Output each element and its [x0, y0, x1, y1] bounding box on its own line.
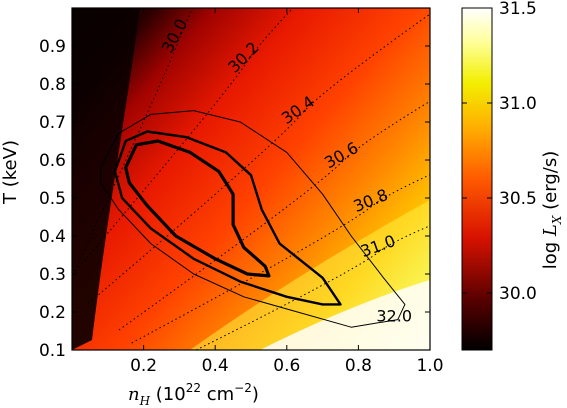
- confidence-contour: [113, 130, 342, 306]
- dotted-contour: [195, 225, 430, 350]
- y-tick-label: 0.5: [39, 189, 66, 209]
- y-axis-label: T (keV): [0, 140, 21, 205]
- colorbar-label: log LX (erg/s): [540, 151, 564, 269]
- contour-label: 32.0: [376, 307, 412, 326]
- confidence-contour: [124, 139, 271, 278]
- y-tick-label: 0.2: [39, 303, 66, 323]
- colorbar-ticks: 30.0 30.5 31.0 31.5: [462, 0, 537, 304]
- y-axis: 0.1 0.2 0.3 0.4 0.5 0.6 0.7 0.8 0.9: [39, 37, 430, 361]
- confidence-contours: [100, 110, 406, 328]
- colorbar-tick-label: 30.0: [499, 284, 537, 304]
- plot-frame: [71, 7, 431, 351]
- y-tick-label: 0.1: [39, 341, 66, 361]
- dotted-contour: [87, 13, 430, 304]
- colorbar: [461, 7, 493, 351]
- x-axis: 0.2 0.4 0.6 0.8 1.0: [130, 8, 444, 376]
- x-axis-label: nH (1022 cm−2): [128, 381, 259, 408]
- x-tick-label: 0.6: [273, 356, 300, 376]
- y-tick-label: 0.9: [39, 37, 66, 57]
- colorbar-tick-label: 31.5: [499, 0, 537, 19]
- dotted-contour: [131, 174, 430, 344]
- colorbar-tick-label: 30.5: [499, 189, 537, 209]
- confidence-contour: [100, 110, 406, 328]
- x-tick-label: 1.0: [416, 356, 443, 376]
- y-tick-label: 0.3: [39, 265, 66, 285]
- dotted-contour: [72, 8, 194, 278]
- y-tick-label: 0.7: [39, 113, 66, 133]
- x-tick-label: 0.8: [345, 356, 372, 376]
- y-tick-label: 0.4: [39, 227, 66, 247]
- heatmap-white-region: [260, 280, 430, 350]
- dotted-contours: [72, 8, 430, 350]
- y-tick-label: 0.6: [39, 151, 66, 171]
- colorbar-tick-label: 31.0: [499, 94, 537, 114]
- x-tick-label: 0.4: [202, 356, 229, 376]
- heatmap: [72, 8, 430, 350]
- y-tick-label: 0.8: [39, 75, 66, 95]
- x-tick-label: 0.2: [130, 356, 157, 376]
- heatmap-dark-region: [72, 8, 140, 350]
